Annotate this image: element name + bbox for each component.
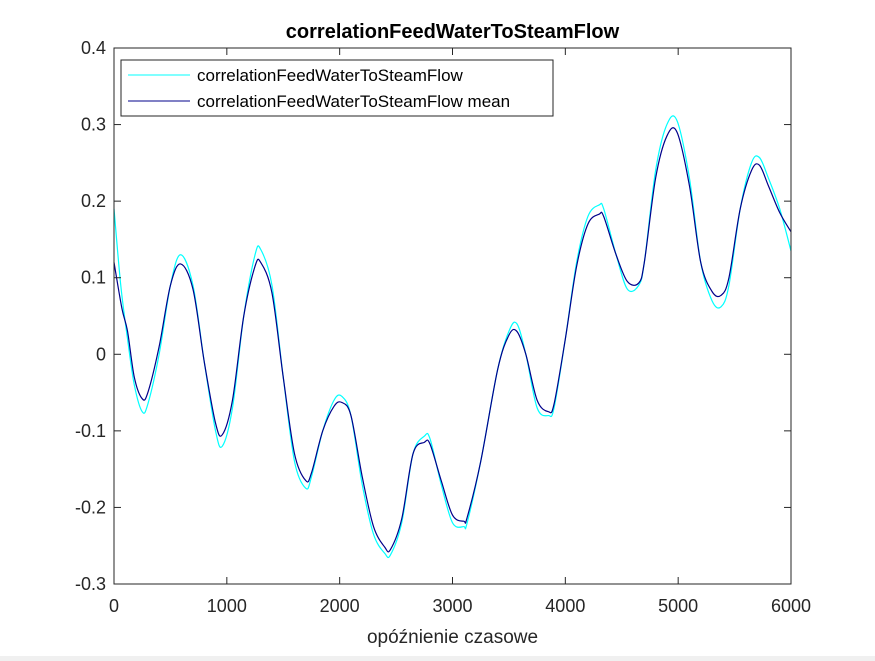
x-tick-label: 2000 (320, 596, 360, 616)
tick-layer: 0 1000 2000 3000 4000 5000 6000 -0.3 -0.2 -0.1 0 0.… (75, 38, 811, 616)
legend-label-series-2: correlationFeedWaterToSteamFlow mean (197, 92, 510, 111)
legend-box (120, 59, 554, 117)
x-tick-label: 4000 (545, 596, 585, 616)
y-tick-label: 0 (96, 344, 106, 364)
x-tick-label: 5000 (658, 596, 698, 616)
legend[interactable]: correlationFeedWaterToSteamFlow correlat… (120, 59, 554, 117)
y-tick-label: 0.3 (81, 115, 106, 135)
y-tick-label: -0.2 (75, 497, 106, 517)
x-tick-label: 6000 (771, 596, 811, 616)
y-tick-label: 0.4 (81, 38, 106, 58)
y-tick-label: -0.1 (75, 421, 106, 441)
x-tick-label: 1000 (207, 596, 247, 616)
x-tick-label: 0 (109, 596, 119, 616)
series-line-2 (113, 127, 792, 553)
y-tick-label: 0.1 (81, 268, 106, 288)
chart-title: correlationFeedWaterToSteamFlow (286, 21, 620, 43)
y-tick-label: 0.2 (81, 191, 106, 211)
series-line-1 (113, 115, 792, 559)
legend-label-series-1: correlationFeedWaterToSteamFlow (197, 66, 464, 85)
x-axis-label: opóźnienie czasowe (367, 627, 538, 648)
y-tick-label: -0.3 (75, 574, 106, 594)
plot-area (114, 48, 791, 584)
series-layer (113, 115, 792, 559)
x-tick-label: 3000 (432, 596, 472, 616)
